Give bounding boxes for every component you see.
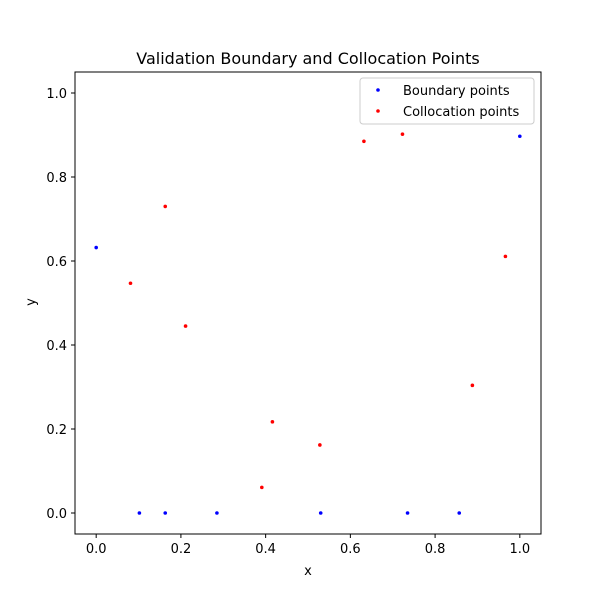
legend-marker bbox=[376, 88, 380, 92]
data-point bbox=[183, 324, 188, 328]
data-point bbox=[470, 383, 475, 388]
data-point bbox=[163, 511, 168, 515]
x-tick-label: 0.4 bbox=[255, 542, 276, 557]
data-point bbox=[400, 132, 405, 136]
data-point bbox=[503, 254, 508, 259]
legend-marker bbox=[376, 109, 380, 113]
data-point bbox=[137, 511, 142, 515]
plot-area bbox=[74, 71, 542, 535]
data-point bbox=[163, 204, 168, 209]
plot-frame bbox=[74, 71, 542, 535]
data-point bbox=[94, 245, 98, 250]
legend-box bbox=[359, 77, 535, 125]
chart-title: Validation Boundary and Collocation Poin… bbox=[136, 49, 479, 68]
y-tick-label: 0.8 bbox=[46, 171, 67, 186]
x-tick-label: 0.0 bbox=[86, 542, 107, 557]
x-axis: 0.0 0.2 0.4 0.6 0.8 1.0 bbox=[86, 534, 530, 557]
legend: Boundary points Collocation points bbox=[359, 77, 535, 125]
y-tick-label: 0.2 bbox=[46, 423, 67, 438]
data-point bbox=[260, 485, 264, 490]
x-tick-label: 1.0 bbox=[509, 542, 530, 557]
x-tick-label: 0.6 bbox=[340, 542, 361, 557]
x-axis-label: x bbox=[304, 564, 312, 579]
data-point bbox=[457, 511, 462, 515]
x-tick-label: 0.2 bbox=[171, 542, 192, 557]
data-point bbox=[270, 420, 275, 424]
legend-label: Boundary points bbox=[403, 84, 510, 99]
data-point bbox=[128, 281, 133, 286]
data-point bbox=[405, 511, 410, 515]
y-tick-label: 1.0 bbox=[46, 87, 67, 102]
data-point bbox=[518, 134, 522, 139]
y-tick-label: 0.0 bbox=[46, 507, 67, 522]
x-tick-label: 0.8 bbox=[425, 542, 446, 557]
data-point bbox=[318, 443, 322, 447]
y-axis: 0.0 0.2 0.4 0.6 0.8 1.0 bbox=[46, 87, 75, 522]
y-tick-label: 0.4 bbox=[46, 339, 67, 354]
data-point bbox=[215, 511, 219, 515]
y-axis-label: y bbox=[24, 298, 39, 306]
series-0 bbox=[94, 134, 522, 515]
data-point bbox=[318, 511, 323, 515]
legend-label: Collocation points bbox=[403, 105, 520, 120]
y-tick-label: 0.6 bbox=[46, 255, 67, 270]
series-1 bbox=[128, 132, 508, 490]
data-point bbox=[362, 139, 366, 144]
